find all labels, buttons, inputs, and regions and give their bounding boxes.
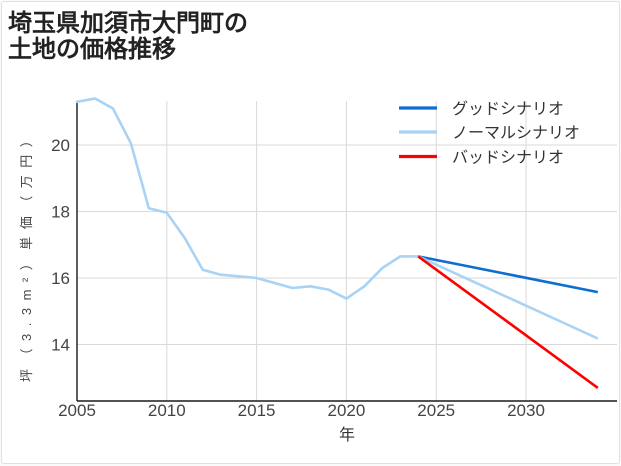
svg-text:ノーマルシナリオ: ノーマルシナリオ [452, 125, 580, 142]
svg-text:18: 18 [51, 203, 70, 222]
svg-text:2005: 2005 [58, 401, 96, 420]
svg-text:14: 14 [51, 336, 70, 355]
svg-text:2010: 2010 [148, 401, 186, 420]
svg-text:2015: 2015 [238, 401, 276, 420]
svg-text:年: 年 [339, 426, 355, 444]
svg-text:バッドシナリオ: バッドシナリオ [452, 150, 564, 167]
svg-text:2020: 2020 [327, 401, 365, 420]
svg-text:2025: 2025 [417, 401, 455, 420]
svg-text:グッドシナリオ: グッドシナリオ [452, 100, 564, 118]
svg-text:16: 16 [51, 269, 70, 288]
svg-text:2030: 2030 [507, 401, 545, 420]
svg-text:20: 20 [51, 136, 70, 155]
